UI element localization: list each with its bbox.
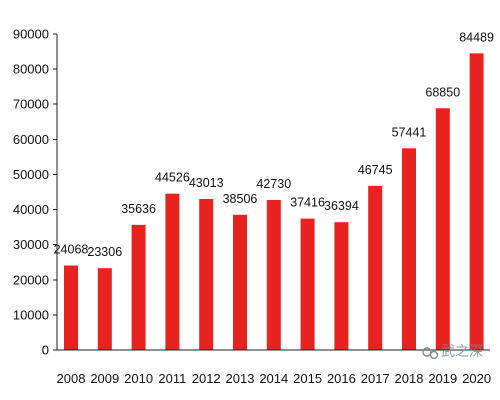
- y-tick-label: 20000: [13, 272, 49, 287]
- y-tick-label: 0: [42, 343, 49, 358]
- y-tick-label: 70000: [13, 97, 49, 112]
- x-tick-label-2009: 2009: [90, 371, 119, 386]
- watermark-text: 武之深: [441, 344, 483, 360]
- bars-group: [64, 53, 484, 350]
- y-axis: 0 10000 20000 30000 40000 50000 60000 70000 8000…: [13, 27, 57, 358]
- bar-2008: [64, 265, 78, 350]
- x-tick-label-2013: 2013: [226, 371, 255, 386]
- bar-2013: [233, 214, 247, 350]
- bar-2016: [334, 222, 349, 350]
- y-tick-label: 50000: [13, 167, 49, 182]
- y-tick-label: 40000: [13, 202, 49, 217]
- data-label-2015: 37416: [290, 196, 325, 210]
- watermark-icon: [422, 347, 439, 360]
- data-label-2011: 44526: [155, 171, 190, 185]
- x-tick-label-2016: 2016: [327, 371, 356, 386]
- bar-2015: [300, 218, 315, 350]
- data-label-2020: 84489: [459, 30, 494, 44]
- x-tick-label-2020: 2020: [462, 371, 491, 386]
- x-tick-label-2017: 2017: [361, 371, 390, 386]
- x-tick-label-2011: 2011: [158, 371, 186, 386]
- data-label-2018: 57441: [392, 125, 427, 139]
- bar-2017: [368, 185, 383, 350]
- data-label-2017: 46745: [358, 163, 393, 177]
- bar-2012: [199, 198, 214, 350]
- x-axis: 2008 2009 2010 2011 2012 2013 2014 2015 2016 2017…: [57, 371, 492, 386]
- data-label-2016: 36394: [324, 199, 359, 213]
- x-tick-label-2015: 2015: [293, 371, 322, 386]
- bar-2010: [131, 224, 146, 350]
- bar-2011: [165, 193, 180, 350]
- bar-2018: [402, 148, 416, 350]
- data-label-2010: 35636: [121, 202, 156, 216]
- x-tick-label-2019: 2019: [428, 371, 457, 386]
- y-tick-label: 90000: [13, 27, 49, 42]
- data-label-2009: 23306: [87, 245, 122, 259]
- x-tick-label-2018: 2018: [395, 371, 424, 386]
- x-tick-label-2014: 2014: [259, 371, 288, 386]
- data-label-2012: 43013: [189, 176, 224, 190]
- bar-2020: [469, 53, 484, 350]
- bar-2019: [435, 108, 450, 350]
- bar-2009: [97, 268, 112, 350]
- bar-2014: [266, 199, 281, 350]
- data-label-2008: 24068: [54, 242, 89, 256]
- x-tick-label-2012: 2012: [192, 371, 221, 386]
- data-label-2019: 68850: [425, 85, 460, 99]
- y-tick-label: 60000: [13, 132, 49, 147]
- x-tick-label-2008: 2008: [57, 371, 86, 386]
- y-tick-label: 80000: [13, 62, 49, 77]
- x-tick-label-2010: 2010: [124, 371, 153, 386]
- y-tick-label: 30000: [13, 237, 49, 252]
- data-label-2013: 38506: [223, 192, 258, 206]
- data-label-2014: 42730: [256, 177, 291, 191]
- watermark: 武之深: [422, 344, 483, 360]
- y-tick-label: 10000: [13, 307, 49, 322]
